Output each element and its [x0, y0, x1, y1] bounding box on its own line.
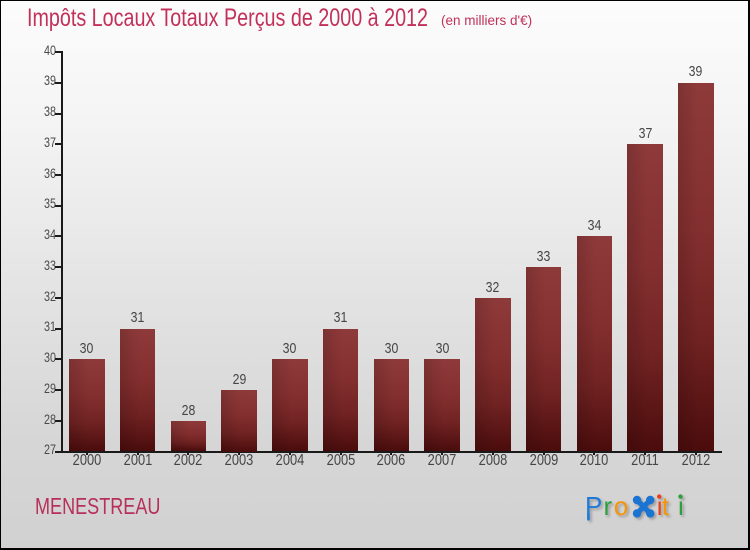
svg-text:o: o: [614, 491, 628, 521]
svg-text:t: t: [662, 491, 670, 521]
svg-text:r: r: [604, 491, 613, 521]
svg-text:i: i: [678, 491, 684, 521]
svg-text:i: i: [657, 491, 663, 521]
